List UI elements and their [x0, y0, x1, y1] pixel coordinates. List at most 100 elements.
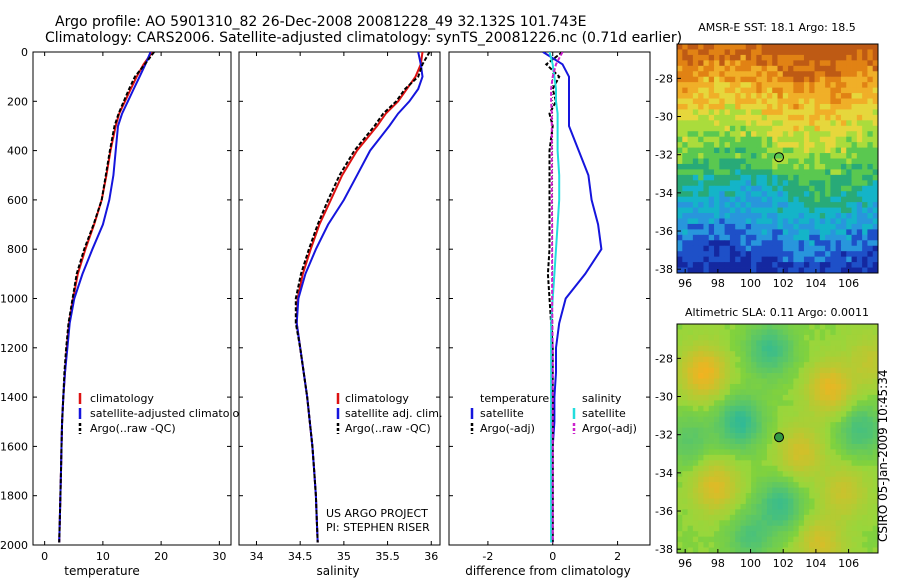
map-cell: [766, 229, 773, 236]
map-cell: [687, 482, 694, 488]
map-cell: [692, 427, 699, 434]
map-cell: [772, 267, 778, 274]
map-cell: [729, 351, 736, 358]
map-cell: [772, 503, 778, 510]
map-cell: [830, 542, 837, 548]
map-cell: [814, 416, 821, 423]
map-cell: [793, 547, 800, 554]
map-cell: [692, 234, 699, 241]
map-cell: [793, 262, 800, 268]
map-cell: [756, 240, 763, 247]
map-cell: [825, 240, 831, 247]
map-cell: [835, 351, 842, 358]
map-cell: [735, 334, 741, 341]
map-cell: [740, 411, 747, 418]
map-cell: [851, 340, 858, 347]
map-cell: [851, 471, 858, 478]
map-cell: [735, 503, 741, 510]
map-cell: [708, 229, 715, 236]
map-cell: [751, 202, 757, 208]
map-cell: [862, 324, 868, 330]
map-cell: [835, 531, 842, 538]
map-cell: [835, 142, 842, 148]
map-cell: [740, 438, 747, 445]
map-cell: [793, 44, 800, 50]
map-cell: [803, 520, 810, 527]
map-cell: [819, 433, 826, 439]
map-cell: [867, 520, 874, 527]
map-cell: [819, 509, 826, 516]
map-cell: [840, 509, 847, 516]
map-cell: [698, 514, 704, 521]
map-cell: [756, 142, 763, 148]
map-cell: [809, 153, 815, 159]
map-cell: [761, 147, 768, 154]
map-cell: [708, 378, 715, 385]
map-cell: [856, 394, 863, 401]
map-cell: [856, 49, 863, 56]
map-cell: [724, 345, 731, 352]
map-cell: [819, 498, 826, 505]
map-cell: [677, 103, 683, 110]
temperature-legend: climatology satellite-adjusted climatolo…: [78, 392, 253, 435]
map-cell: [772, 136, 778, 143]
map-cell: [862, 547, 868, 554]
map-cell: [698, 383, 704, 390]
map-cell: [687, 503, 694, 510]
map-cell: [788, 454, 794, 461]
map-cell: [777, 229, 784, 236]
map-cell: [825, 202, 831, 208]
map-cell: [682, 180, 688, 187]
map-cell: [682, 114, 688, 121]
map-cell: [729, 460, 736, 467]
map-cell: [677, 329, 683, 336]
map-cell: [803, 340, 810, 347]
map-cell: [708, 525, 715, 532]
map-cell: [862, 142, 868, 148]
map-cell: [682, 87, 688, 94]
map-cell: [756, 400, 763, 407]
map-cell: [851, 213, 858, 219]
map-cell: [793, 158, 800, 165]
map-cell: [729, 345, 736, 352]
map-cell: [677, 109, 683, 116]
map-cell: [803, 54, 810, 61]
map-cell: [867, 471, 874, 478]
map-cell: [766, 191, 773, 198]
map-cell: [735, 76, 741, 83]
map-cell: [777, 400, 784, 407]
map-cell: [803, 180, 810, 187]
map-cell: [809, 367, 815, 374]
map-cell: [703, 389, 710, 396]
map-cell: [740, 213, 747, 219]
map-cell: [708, 234, 715, 241]
map-cell: [703, 520, 710, 527]
map-cell: [835, 482, 842, 488]
map-cell: [761, 98, 768, 105]
map-cell: [840, 131, 847, 138]
map-cell: [788, 71, 794, 78]
map-cell: [745, 93, 752, 99]
map-cell: [729, 383, 736, 390]
map-cell: [714, 245, 720, 252]
map-cell: [782, 93, 789, 99]
map-cell: [814, 373, 821, 379]
map-cell: [735, 207, 741, 214]
map-cell: [814, 471, 821, 478]
map-cell: [803, 213, 810, 219]
map-cell: [724, 443, 731, 450]
map-cell: [777, 76, 784, 83]
map-cell: [793, 465, 800, 472]
map-cell: [782, 54, 789, 61]
map-cell: [740, 185, 747, 192]
map-cell: [798, 49, 805, 56]
map-cell: [814, 93, 821, 99]
map-cell: [703, 438, 710, 445]
map-cell: [740, 98, 747, 105]
map-cell: [724, 487, 731, 494]
map-cell: [872, 229, 879, 236]
map-cell: [840, 158, 847, 165]
map-cell: [814, 136, 821, 143]
map-cell: [872, 531, 879, 538]
map-cell: [756, 345, 763, 352]
